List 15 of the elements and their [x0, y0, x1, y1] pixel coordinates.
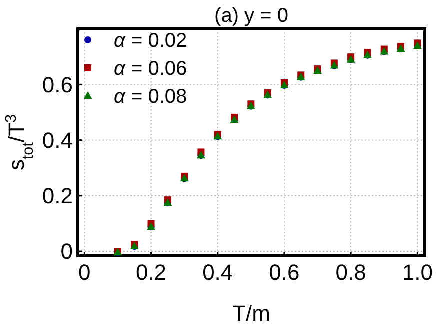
legend-label: α = 0.06: [114, 58, 188, 80]
x-tick-label: 0.8: [336, 260, 366, 285]
legend-label: α = 0.08: [114, 86, 188, 108]
x-tick-label: 0.4: [202, 260, 234, 285]
x-tick-label: 0.6: [269, 260, 300, 285]
legend-label: α = 0.02: [114, 30, 188, 52]
y-tick-label: 0.6: [42, 72, 73, 98]
y-tick-label: 0.4: [42, 128, 73, 153]
chart-title: (a) y = 0: [214, 5, 288, 27]
y-tick-label: 0.2: [42, 184, 73, 209]
x-axis-title: T/m: [232, 301, 270, 326]
x-tick-label: 0: [78, 260, 91, 285]
x-tick-label: 0.2: [136, 260, 167, 285]
x-tick-label: 1.0: [402, 260, 433, 285]
y-tick-label: 0: [60, 239, 73, 264]
